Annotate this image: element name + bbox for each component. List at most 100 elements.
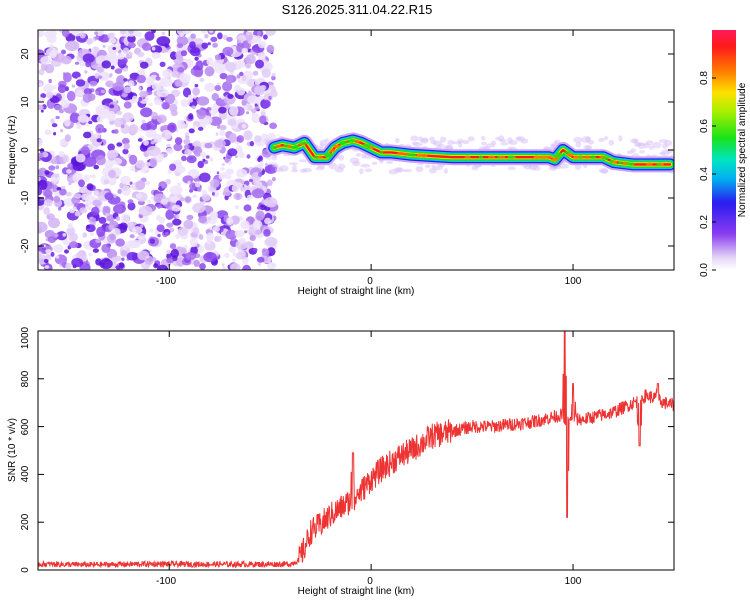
noise-speckle [165,209,174,220]
noise-speckle [206,232,214,242]
snr-panel: -100 0 100 0 200 400 600 800 1000 Height… [7,326,675,597]
tone-track-hotspot [601,156,610,160]
tone-track-hotspot [534,155,539,159]
noise-speckle [62,233,67,237]
noise-speckle [156,88,169,98]
snr-ytick-label: 0 [20,567,31,573]
noise-speckle [197,160,205,169]
noise-speckle [491,140,497,146]
noise-speckle [105,73,110,79]
noise-speckle [71,257,84,268]
noise-speckle [261,108,266,112]
noise-speckle [123,86,132,94]
noise-speckle [240,186,247,192]
noise-speckle [169,163,177,171]
tone-track-hotspot [551,157,559,162]
noise-speckle [199,263,206,270]
noise-speckle [130,183,136,190]
noise-speckle [241,123,247,129]
noise-speckle [76,124,82,129]
noise-speckle [242,105,249,110]
noise-speckle [115,230,120,235]
noise-speckle [101,243,111,253]
noise-speckle [608,139,615,146]
noise-speckle [170,51,178,60]
noise-speckle [95,155,106,166]
noise-speckle [355,153,362,157]
noise-speckle [481,141,487,146]
noise-speckle [80,146,90,156]
noise-speckle [498,135,505,142]
noise-speckle [194,69,203,78]
noise-speckle [93,190,99,197]
noise-speckle [169,195,179,203]
noise-speckle [112,157,123,165]
noise-speckle [229,105,239,116]
noise-speckle [40,56,52,65]
noise-speckle [90,232,95,236]
noise-speckle [236,168,248,178]
spectrogram-xtick-label: 100 [565,276,582,287]
noise-speckle [86,224,90,229]
noise-speckle [198,126,204,131]
noise-speckle [174,137,183,145]
noise-speckle [138,205,153,217]
noise-speckle [195,60,204,71]
noise-speckle [104,192,114,201]
snr-frame [37,330,675,571]
noise-speckle [38,179,48,190]
noise-speckle [225,75,234,84]
noise-speckle [181,155,187,162]
noise-speckle [263,34,268,40]
noise-speckle [226,217,234,226]
noise-speckle [174,80,182,87]
noise-speckle [179,32,185,38]
noise-speckle [171,204,181,212]
noise-speckle [61,30,70,38]
colorbar-gradient [712,30,736,270]
noise-speckle [98,216,107,224]
noise-speckle [166,222,174,228]
spectrogram-xtick-label: -100 [156,276,176,287]
noise-speckle [146,145,161,157]
noise-speckle [140,107,153,118]
noise-speckle [115,238,125,247]
noise-speckle [113,117,124,128]
noise-speckle [173,99,179,106]
noise-speckle [574,164,582,170]
noise-speckle [254,85,265,96]
noise-speckle [256,206,262,210]
noise-speckle [143,139,149,146]
noise-speckle [95,90,99,96]
noise-speckle [251,188,265,199]
noise-speckle [43,259,49,263]
noise-speckle [644,142,650,149]
noise-speckle [83,88,93,95]
noise-speckle [149,238,155,244]
colorbar-label: Normalized spectral amplitude [737,82,748,217]
snr-ytick-label: 800 [20,370,31,387]
noise-speckle [246,154,251,159]
noise-speckle [467,136,475,142]
noise-speckle [169,103,178,113]
noise-speckle [192,142,197,147]
noise-speckle [44,265,50,269]
noise-speckle [244,230,248,234]
noise-speckle [199,172,211,183]
noise-speckle [222,266,227,270]
noise-speckle [216,171,220,175]
noise-speckle [204,82,216,92]
noise-speckle [225,168,235,175]
noise-speckle [126,251,139,261]
noise-speckle [164,231,169,236]
noise-speckle [69,241,79,249]
noise-speckle [236,60,246,68]
noise-speckle [109,104,115,109]
noise-speckle [241,75,247,82]
noise-speckle [328,162,338,170]
noise-speckle [268,95,272,100]
noise-speckle [251,108,257,114]
noise-speckle [48,78,52,84]
noise-speckle [269,122,277,130]
noise-speckle [95,123,105,134]
